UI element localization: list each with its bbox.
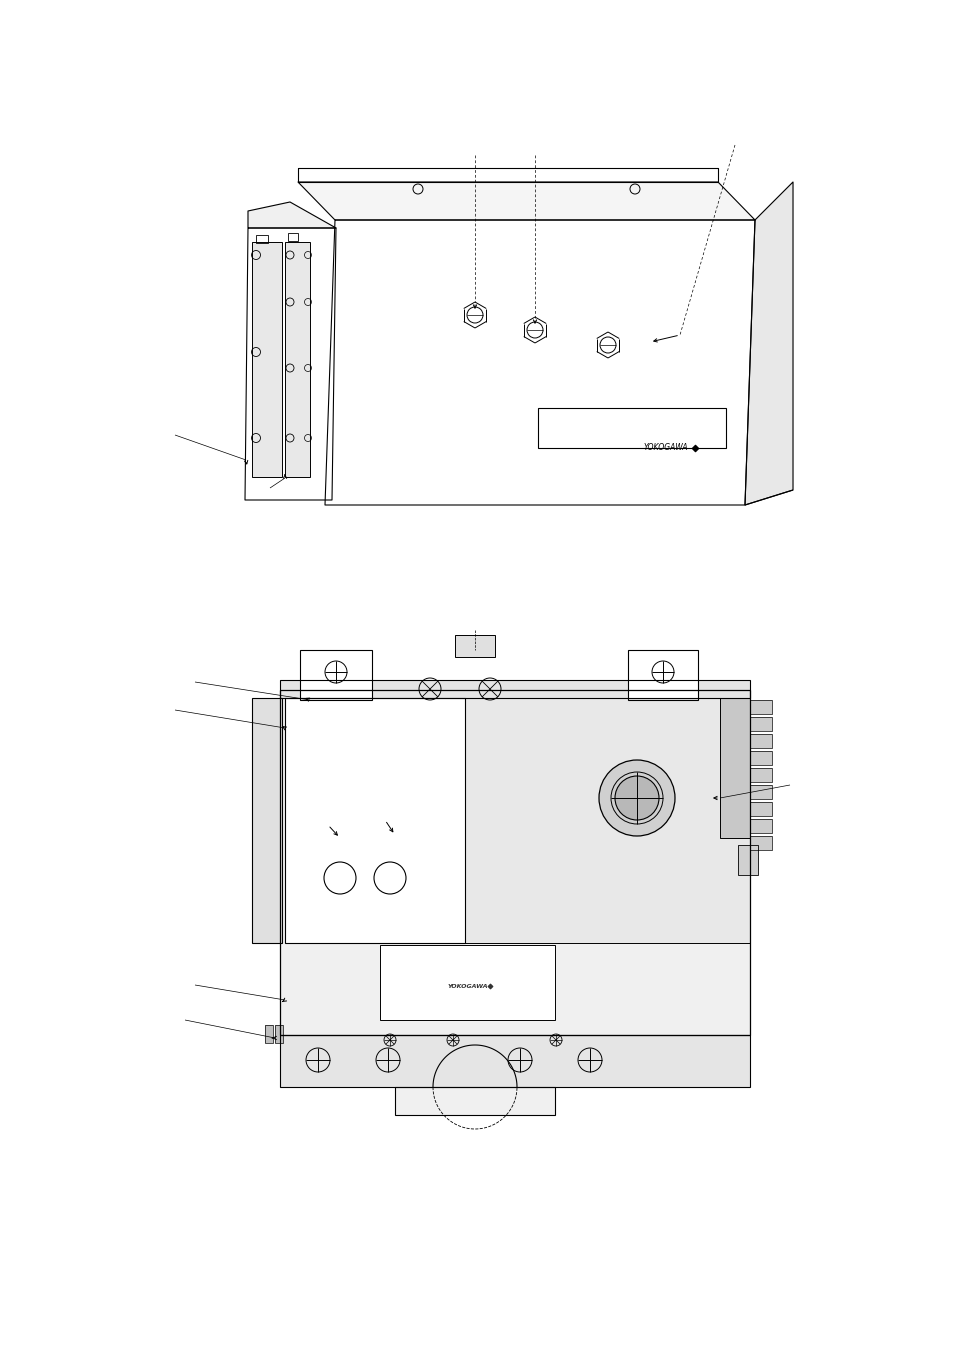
Bar xyxy=(749,700,771,713)
Bar xyxy=(749,819,771,834)
Bar xyxy=(280,690,749,1035)
Bar xyxy=(627,650,698,700)
Polygon shape xyxy=(245,228,335,500)
Bar xyxy=(379,944,555,1020)
Bar xyxy=(464,698,749,943)
Bar xyxy=(255,235,268,243)
Bar xyxy=(285,242,310,477)
Bar xyxy=(285,698,464,943)
Bar xyxy=(749,751,771,765)
Bar xyxy=(252,242,282,477)
Bar xyxy=(395,1088,555,1115)
Polygon shape xyxy=(325,220,754,505)
Circle shape xyxy=(615,775,659,820)
Bar xyxy=(288,232,297,240)
Bar xyxy=(252,698,282,943)
Bar xyxy=(455,635,495,657)
Bar xyxy=(738,844,758,875)
Bar xyxy=(749,717,771,731)
Bar xyxy=(627,650,698,700)
Bar xyxy=(395,1088,555,1115)
Text: YOKOGAWA: YOKOGAWA xyxy=(447,984,488,989)
Bar xyxy=(749,819,771,834)
Bar xyxy=(749,734,771,748)
Bar xyxy=(464,698,749,943)
Bar xyxy=(720,698,749,838)
Bar xyxy=(280,1035,749,1088)
Bar xyxy=(537,408,725,449)
Bar xyxy=(749,836,771,850)
Bar xyxy=(288,232,297,240)
Bar xyxy=(280,680,749,698)
Bar xyxy=(280,680,749,698)
Bar xyxy=(252,242,282,477)
Bar xyxy=(749,836,771,850)
Bar xyxy=(749,802,771,816)
Polygon shape xyxy=(744,182,792,505)
Bar xyxy=(749,767,771,782)
Bar xyxy=(455,635,495,657)
Bar xyxy=(749,734,771,748)
Text: YOKOGAWA: YOKOGAWA xyxy=(642,443,687,453)
Polygon shape xyxy=(297,182,754,220)
Bar xyxy=(749,802,771,816)
Bar xyxy=(749,717,771,731)
Bar xyxy=(265,1025,273,1043)
Bar xyxy=(749,700,771,713)
Bar xyxy=(252,698,282,943)
Bar xyxy=(749,785,771,798)
Bar xyxy=(738,844,758,875)
Bar xyxy=(537,408,725,449)
Bar xyxy=(255,235,268,243)
Bar xyxy=(749,785,771,798)
Bar xyxy=(749,767,771,782)
Circle shape xyxy=(598,761,675,836)
Polygon shape xyxy=(248,203,335,228)
Bar xyxy=(280,690,749,1035)
Bar xyxy=(280,1035,749,1088)
Bar xyxy=(274,1025,283,1043)
Bar xyxy=(274,1025,283,1043)
Bar xyxy=(285,698,464,943)
Point xyxy=(482,975,497,997)
Bar xyxy=(285,242,310,477)
Bar xyxy=(720,698,749,838)
Bar xyxy=(379,944,555,1020)
Bar xyxy=(299,650,372,700)
Point xyxy=(687,438,702,459)
Bar xyxy=(749,751,771,765)
Bar xyxy=(299,650,372,700)
Bar xyxy=(265,1025,273,1043)
